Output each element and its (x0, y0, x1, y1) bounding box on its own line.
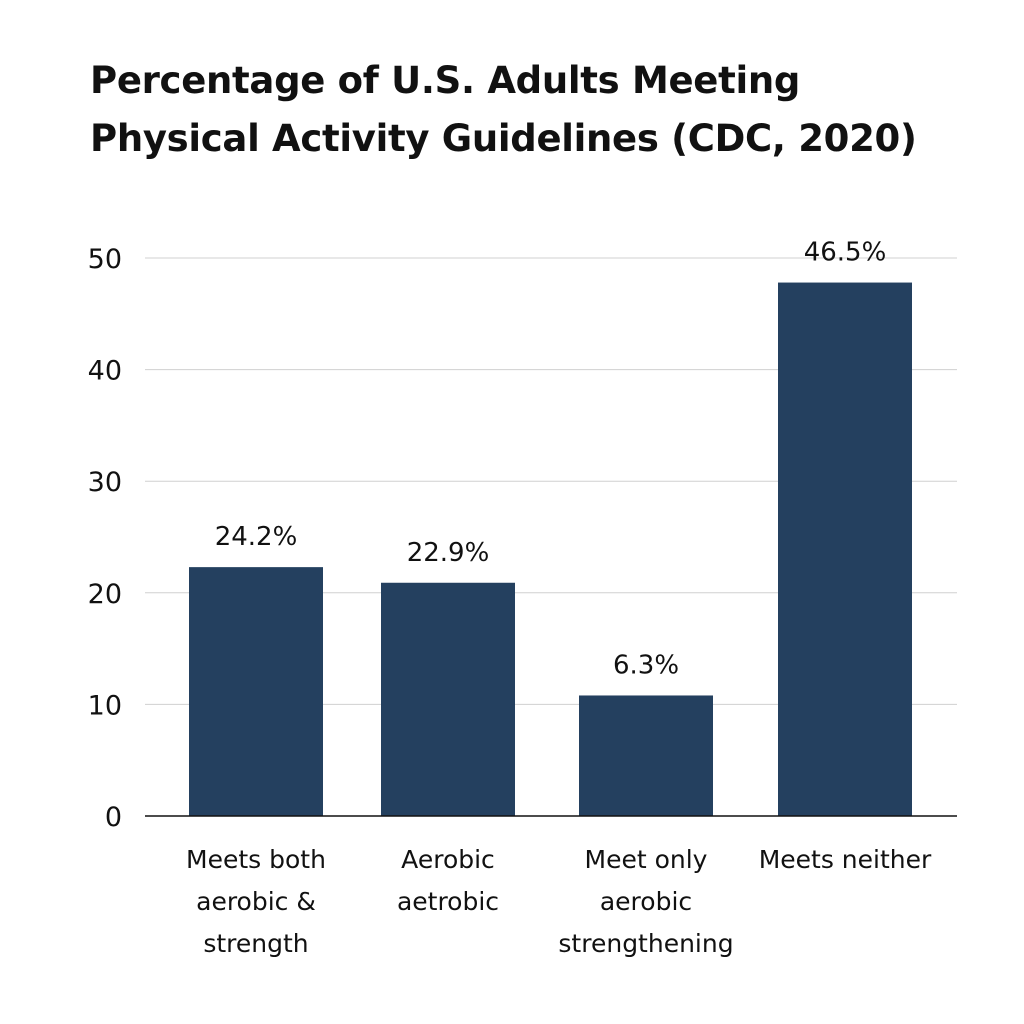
data-label: 46.5% (804, 238, 887, 268)
x-category-label: Aerobic (401, 845, 495, 874)
x-category-label: strength (203, 929, 308, 958)
x-category-label: aerobic & (196, 887, 316, 916)
bar (579, 695, 713, 816)
data-label: 6.3% (613, 650, 679, 680)
x-category-label: aetrobic (397, 887, 499, 916)
data-label: 24.2% (215, 522, 298, 552)
y-tick-label: 40 (88, 356, 122, 387)
x-category-label: Meet only (585, 845, 708, 874)
x-category-label: Meets both (186, 845, 326, 874)
bar (381, 582, 515, 816)
bar (189, 567, 323, 816)
y-tick-label: 10 (88, 690, 122, 721)
y-tick-label: 20 (88, 579, 122, 610)
y-tick-label: 30 (88, 467, 122, 498)
x-category-label: aerobic (600, 887, 692, 916)
data-label: 22.9% (407, 538, 490, 568)
x-category-label: strengthening (558, 929, 733, 958)
chart-title: Percentage of U.S. Adults Meeting Physic… (90, 52, 917, 168)
bar (778, 282, 912, 816)
y-tick-label: 50 (88, 244, 122, 275)
y-tick-label: 0 (105, 802, 122, 833)
x-category-label: Meets neither (759, 845, 932, 874)
chart-title-line-2: Physical Activity Guidelines (CDC, 2020) (90, 117, 917, 160)
chart-title-line-1: Percentage of U.S. Adults Meeting (90, 59, 801, 102)
